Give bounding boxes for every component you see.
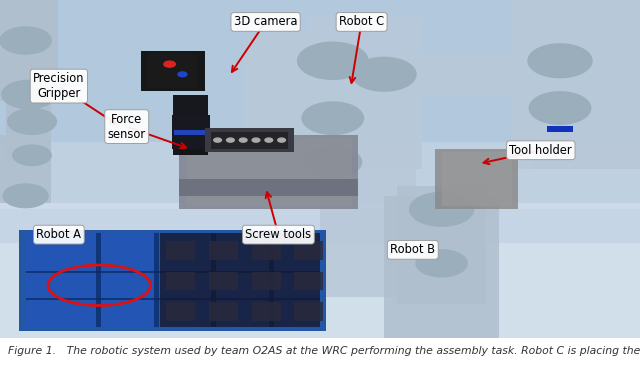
Text: Robot A: Robot A [36, 228, 81, 241]
Circle shape [227, 138, 234, 142]
Circle shape [302, 102, 364, 134]
Circle shape [304, 147, 362, 177]
Bar [252, 302, 280, 321]
Bar [352, 54, 531, 95]
Bar [166, 241, 195, 260]
Bar [166, 272, 195, 291]
Bar [397, 186, 486, 304]
Bar [320, 54, 416, 297]
Bar [0, 0, 58, 101]
Circle shape [178, 72, 187, 77]
Bar [173, 95, 208, 155]
Bar [442, 152, 512, 206]
Bar [141, 51, 205, 91]
Bar [6, 78, 51, 162]
Bar [211, 233, 216, 327]
Bar [294, 241, 323, 260]
Bar [166, 302, 195, 321]
Circle shape [239, 138, 247, 142]
Bar [0, 0, 51, 47]
Bar [179, 179, 358, 196]
Circle shape [164, 61, 175, 67]
Bar [0, 203, 640, 338]
Bar [0, 216, 640, 338]
Bar [0, 209, 640, 243]
Bar [186, 138, 352, 206]
Circle shape [298, 42, 368, 79]
Circle shape [352, 57, 416, 91]
Bar [96, 233, 101, 327]
Bar [0, 142, 640, 209]
Bar [26, 298, 320, 300]
Text: Tool holder: Tool holder [509, 144, 572, 157]
Bar [0, 135, 51, 203]
Bar [0, 0, 640, 152]
Bar [209, 302, 238, 321]
Text: 3D camera: 3D camera [234, 15, 298, 28]
Text: Robot C: Robot C [339, 15, 384, 28]
Circle shape [528, 44, 592, 78]
Bar [174, 130, 205, 135]
Bar [307, 17, 422, 169]
Bar [512, 0, 640, 169]
Bar [211, 132, 288, 149]
Bar [154, 233, 159, 327]
Bar [294, 302, 323, 321]
Bar [26, 271, 320, 273]
Circle shape [8, 109, 56, 134]
Text: Robot B: Robot B [390, 243, 435, 256]
Bar [172, 115, 210, 149]
Circle shape [214, 138, 221, 142]
Circle shape [529, 92, 591, 124]
Bar [384, 196, 499, 338]
Circle shape [410, 192, 474, 226]
Bar [435, 149, 518, 209]
Bar [19, 230, 326, 331]
Bar [160, 233, 320, 327]
Text: Screw tools: Screw tools [245, 228, 312, 241]
Bar [147, 54, 198, 88]
Text: Figure 1.   The robotic system used by team O2AS at the WRC performing the assem: Figure 1. The robotic system used by tea… [8, 346, 640, 356]
Bar [531, 17, 640, 169]
Circle shape [3, 184, 48, 208]
Bar [209, 241, 238, 260]
Bar [209, 272, 238, 291]
Circle shape [416, 250, 467, 277]
Circle shape [252, 138, 260, 142]
Bar [252, 241, 280, 260]
Bar [243, 34, 358, 135]
Circle shape [278, 138, 285, 142]
Circle shape [13, 145, 51, 165]
Bar [252, 272, 280, 291]
Bar [205, 128, 294, 152]
Circle shape [265, 138, 273, 142]
Text: Force
sensor: Force sensor [108, 113, 146, 141]
Bar [179, 135, 358, 209]
Bar [547, 126, 573, 132]
Bar [26, 233, 320, 327]
Bar [294, 272, 323, 291]
Bar [269, 233, 274, 327]
Circle shape [0, 27, 51, 54]
Text: Precision
Gripper: Precision Gripper [33, 72, 84, 100]
Circle shape [2, 80, 56, 109]
